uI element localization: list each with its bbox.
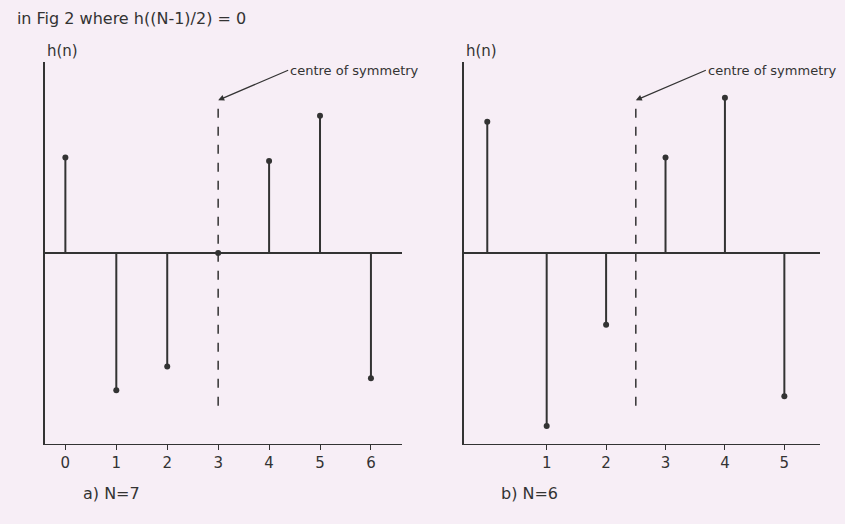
svg-text:a) N=7: a) N=7 <box>83 484 140 503</box>
svg-text:h(n): h(n) <box>47 42 78 60</box>
svg-text:centre of symmetry: centre of symmetry <box>290 63 419 78</box>
svg-text:h(n): h(n) <box>466 42 497 60</box>
svg-text:1: 1 <box>542 454 552 472</box>
svg-text:2: 2 <box>601 454 611 472</box>
svg-text:3: 3 <box>213 454 223 472</box>
svg-text:3: 3 <box>661 454 671 472</box>
svg-text:in Fig 2 where h((N-1)/2) = 0: in Fig 2 where h((N-1)/2) = 0 <box>17 9 246 28</box>
svg-text:0: 0 <box>61 454 71 472</box>
svg-text:b) N=6: b) N=6 <box>501 484 558 503</box>
svg-text:4: 4 <box>720 454 730 472</box>
svg-text:5: 5 <box>780 454 790 472</box>
svg-text:6: 6 <box>366 454 376 472</box>
svg-text:2: 2 <box>162 454 172 472</box>
svg-text:4: 4 <box>264 454 274 472</box>
svg-text:5: 5 <box>315 454 325 472</box>
svg-text:centre of symmetry: centre of symmetry <box>708 63 837 78</box>
svg-text:1: 1 <box>112 454 122 472</box>
